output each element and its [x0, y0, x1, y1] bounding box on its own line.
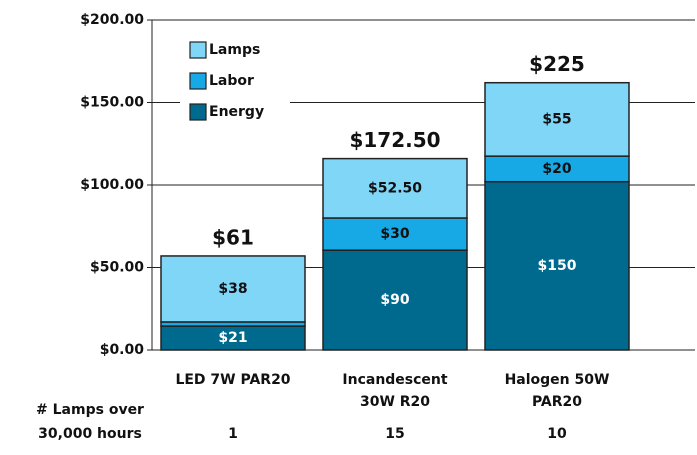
count-row-label: 30,000 hours — [38, 426, 142, 442]
segment-label: $38 — [218, 281, 247, 297]
y-tick-label: $100.00 — [80, 177, 144, 193]
segment-label: $20 — [542, 161, 571, 177]
segment-label: $55 — [542, 111, 571, 127]
segment-label: $150 — [538, 258, 577, 274]
count-row-label: # Lamps over — [36, 402, 144, 418]
total-label: $225 — [529, 52, 585, 76]
segment-label: $30 — [380, 226, 409, 242]
legend-label: Energy — [209, 104, 264, 120]
x-tick-label: LED 7W PAR20 — [175, 372, 290, 388]
segment-label: $90 — [380, 292, 409, 308]
legend-label: Lamps — [209, 42, 260, 58]
x-tick-label: 30W R20 — [360, 394, 430, 410]
bar-segment — [160, 255, 306, 323]
count: 1 — [228, 426, 238, 442]
bar-segment — [484, 180, 630, 351]
legend-label: Labor — [209, 73, 254, 89]
x-tick-label: Incandescent — [342, 372, 447, 388]
y-tick-label: $150.00 — [80, 95, 144, 111]
legend-swatch — [189, 41, 207, 59]
bar-segment — [322, 157, 468, 219]
x-tick-label: PAR20 — [532, 394, 582, 410]
y-tick-label: $50.00 — [90, 260, 144, 276]
count: 15 — [385, 426, 404, 442]
y-tick-label: $0.00 — [100, 342, 145, 358]
count: 10 — [547, 426, 567, 442]
total-label: $172.50 — [349, 128, 440, 152]
legend-swatch — [189, 72, 207, 90]
segment-label: $52.50 — [368, 180, 422, 196]
legend-swatch — [189, 103, 207, 121]
segment-label: $21 — [218, 330, 247, 346]
bar-segment — [322, 249, 468, 351]
x-tick-label: Halogen 50W — [505, 372, 610, 388]
bar-segment — [322, 217, 468, 251]
bar-segment — [484, 81, 630, 157]
bar-segment — [484, 155, 630, 183]
total-label: $61 — [212, 225, 254, 249]
y-tick-label: $200.00 — [80, 12, 144, 28]
